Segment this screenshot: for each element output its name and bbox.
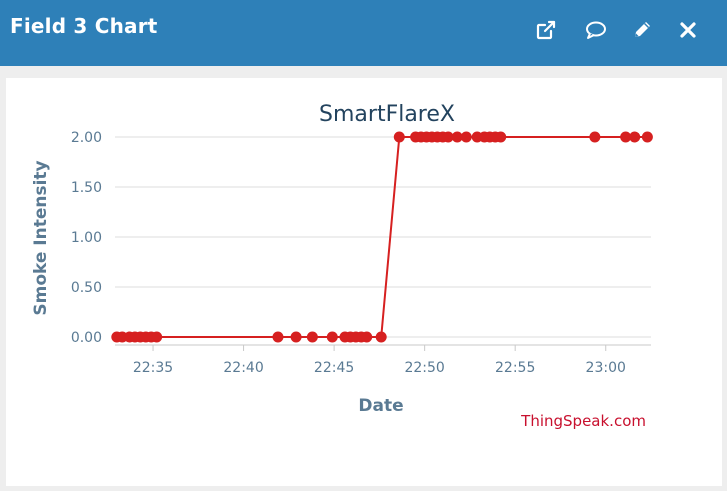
x-tick-label: 22:55 <box>495 360 535 376</box>
y-tick-label: 0.00 <box>71 330 102 346</box>
x-axis-label: Date <box>358 396 403 416</box>
x-tick-label: 22:35 <box>133 360 173 376</box>
data-point[interactable] <box>326 331 338 343</box>
y-tick-label: 1.50 <box>71 180 102 196</box>
x-tick-label: 22:50 <box>404 360 444 376</box>
data-point[interactable] <box>589 131 601 143</box>
data-point[interactable] <box>306 331 318 343</box>
y-axis: 0.00 0.50 1.00 1.50 2.00 <box>71 130 102 346</box>
chart: SmartFlareX 0.000.501.001.502.00 22:35 22… <box>31 102 653 430</box>
data-point[interactable] <box>451 131 463 143</box>
pencil-icon[interactable] <box>630 18 654 42</box>
chart-panel: SmartFlareX 0.00 0.50 1.00 1.50 2.00 22:35 22… <box>6 78 722 486</box>
data-point[interactable] <box>460 131 472 143</box>
data-point[interactable] <box>375 331 387 343</box>
data-point[interactable] <box>641 131 653 143</box>
close-icon[interactable] <box>676 18 700 42</box>
x-tick-label: 22:45 <box>314 360 354 376</box>
window-titlebar: Field 3 Chart <box>0 0 727 66</box>
y-tick-label: 0.50 <box>71 280 102 296</box>
x-tick-label: 22:40 <box>223 360 263 376</box>
external-link-icon[interactable] <box>534 18 558 42</box>
data-point[interactable] <box>151 331 163 343</box>
y-axis-label: Smoke Intensity <box>31 160 51 315</box>
data-point[interactable] <box>495 131 507 143</box>
thingspeak-credit[interactable]: ThingSpeak.com <box>520 412 646 430</box>
comment-icon[interactable] <box>584 18 608 42</box>
data-point[interactable] <box>442 131 454 143</box>
data-point[interactable] <box>361 331 373 343</box>
data-point[interactable] <box>393 131 405 143</box>
data-point[interactable] <box>620 131 632 143</box>
data-point[interactable] <box>272 331 284 343</box>
y-tick-label: 2.00 <box>71 130 102 146</box>
window-title: Field 3 Chart <box>10 14 158 38</box>
chart-title: SmartFlareX <box>319 102 455 127</box>
series-field-3 <box>111 131 653 343</box>
data-point[interactable] <box>629 131 641 143</box>
data-point[interactable] <box>290 331 302 343</box>
y-tick-label: 1.00 <box>71 230 102 246</box>
x-tick-label: 23:00 <box>586 360 626 376</box>
x-axis: 22:35 22:40 22:45 22:50 22:55 23:00 <box>115 344 651 376</box>
